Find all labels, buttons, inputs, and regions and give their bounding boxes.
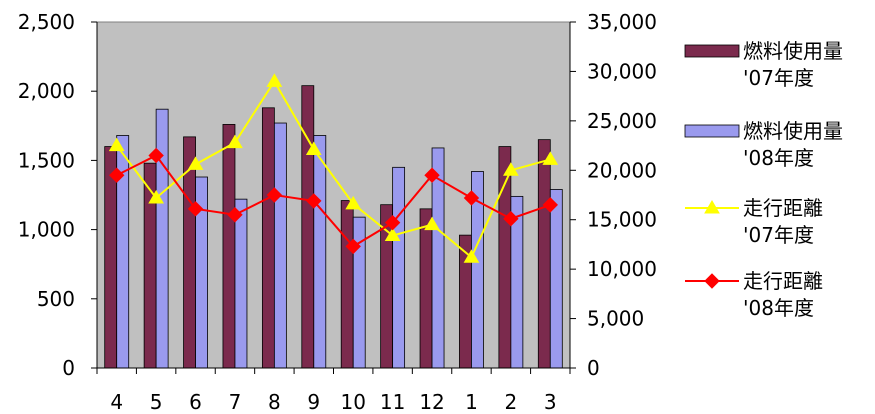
point-08-8 <box>266 187 283 203</box>
x-tick-label: 5 <box>150 390 163 414</box>
x-tick-label: 8 <box>268 390 281 414</box>
legend-entry-line-08: 走行距離 '08年度 <box>685 269 823 320</box>
x-tick-label: 7 <box>229 390 242 414</box>
y-right-tick-label: 35,000 <box>587 10 657 34</box>
legend-entry-bar-07: 燃料使用量 '07年度 <box>684 39 843 90</box>
y-right-tick-label: 0 <box>587 356 600 380</box>
x-tick-label: 3 <box>544 390 557 414</box>
y-right-tick-label: 5,000 <box>587 307 644 331</box>
axes-layer: 0 500 1,000 1,500 2,000 2,500 0 5,000 10,000 15,0… <box>18 10 657 414</box>
point-07-11 <box>384 227 401 242</box>
point-07-10 <box>345 195 362 210</box>
bar-07-2 <box>498 146 512 369</box>
legend-swatch <box>684 124 740 138</box>
point-07-3 <box>542 151 559 165</box>
x-tick-label: 9 <box>307 390 320 414</box>
point-08-10 <box>345 238 361 255</box>
legend-label-line1: 走行距離 <box>743 269 823 293</box>
legend-marker <box>704 273 720 289</box>
point-07-7 <box>227 134 243 149</box>
x-tick-label: 2 <box>505 390 518 414</box>
legend-label-line1: 燃料使用量 <box>743 39 843 63</box>
y-right-tick-label: 25,000 <box>587 109 657 133</box>
point-07-6 <box>187 156 204 170</box>
point-08-2 <box>503 211 519 227</box>
bar-07-9 <box>301 85 315 369</box>
bar-07-6 <box>183 136 196 369</box>
point-08-1 <box>463 190 480 206</box>
point-08-12 <box>424 167 440 183</box>
point-07-9 <box>305 141 322 156</box>
legend-label-line1: 走行距離 <box>743 196 823 220</box>
y-right-tick-label: 30,000 <box>587 59 657 83</box>
bar-07-3 <box>537 139 551 369</box>
bar-07-10 <box>340 200 354 369</box>
legend-marker <box>704 200 720 214</box>
point-07-12 <box>424 216 440 231</box>
x-tick-label: 6 <box>189 390 202 414</box>
legend-entry-bar-08: 燃料使用量 '08年度 <box>684 119 843 170</box>
point-08-11 <box>384 214 401 231</box>
bar-layer <box>104 85 563 369</box>
x-tick-label: 1 <box>465 390 478 414</box>
x-tick-label: 4 <box>110 390 123 414</box>
legend-label-line2: '07年度 <box>743 223 814 247</box>
legend-label-line1: 燃料使用量 <box>743 119 843 143</box>
legend-swatch <box>684 44 740 58</box>
x-tick-label: 10 <box>340 390 365 414</box>
bar-08-8 <box>273 122 287 369</box>
series-line-07 <box>115 79 551 259</box>
point-08-4 <box>109 167 125 183</box>
bar-07-8 <box>261 107 275 369</box>
bar-08-3 <box>549 189 563 369</box>
y-left-tick-label: 2,500 <box>18 10 75 34</box>
x-tick-label: 12 <box>419 390 444 414</box>
y-right-tick-label: 10,000 <box>587 257 657 281</box>
bar-08-11 <box>392 166 406 369</box>
y-left-tick-label: 0 <box>62 356 75 380</box>
point-07-2 <box>503 162 519 176</box>
y-left-tick-label: 1,500 <box>18 148 75 172</box>
point-08-6 <box>187 201 204 217</box>
plot-area <box>96 21 571 369</box>
legend-label-line2: '08年度 <box>743 146 814 170</box>
bar-07-12 <box>419 208 433 369</box>
series-line-08 <box>116 154 551 248</box>
legend-entry-line-07: 走行距離 '07年度 <box>685 196 823 247</box>
point-07-1 <box>463 249 480 263</box>
y-left-tick-label: 1,000 <box>18 218 75 242</box>
y-right-tick-label: 20,000 <box>587 158 657 182</box>
y-left-tick-label: 500 <box>37 287 75 311</box>
x-tick-label: 11 <box>380 390 405 414</box>
point-07-5 <box>148 189 164 204</box>
bar-08-7 <box>234 198 248 369</box>
point-07-8 <box>266 73 283 87</box>
legend-label-line2: '07年度 <box>743 66 814 90</box>
line-layer <box>108 73 559 263</box>
bar-08-5 <box>155 108 169 369</box>
point-08-5 <box>148 147 164 164</box>
legend-label-line2: '08年度 <box>743 296 814 320</box>
bar-07-7 <box>222 124 236 369</box>
y-left-tick-label: 2,000 <box>18 79 75 103</box>
point-08-7 <box>227 207 243 223</box>
point-08-9 <box>306 193 322 209</box>
y-right-tick-label: 15,000 <box>587 208 657 232</box>
point-08-3 <box>542 197 558 213</box>
bar-08-9 <box>313 135 327 369</box>
point-07-4 <box>108 137 125 152</box>
